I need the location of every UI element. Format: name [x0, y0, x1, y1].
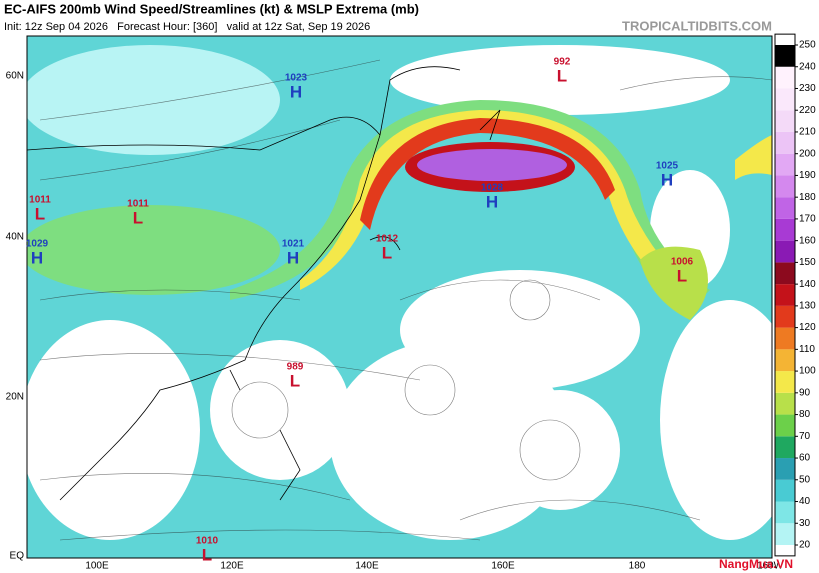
pressure-value: 1006: [671, 257, 694, 268]
colorbar-band: [775, 392, 795, 415]
colorbar-band: [775, 501, 795, 524]
pressure-center: H: [661, 170, 673, 189]
pressure-center: L: [35, 204, 45, 223]
colorbar-band: [775, 545, 795, 556]
colorbar-band: [775, 66, 795, 89]
pressure-value: 1012: [376, 234, 399, 245]
colorbar-label: 170: [799, 214, 816, 225]
colorbar-band: [775, 131, 795, 154]
colorbar-label: 20: [799, 540, 811, 551]
lon-label: 120E: [220, 561, 244, 572]
colorbar-label: 220: [799, 105, 816, 116]
subtitle: Init: 12z Sep 04 2026 Forecast Hour: [36…: [4, 21, 370, 33]
colorbar-label: 50: [799, 474, 811, 485]
colorbar-band: [775, 45, 795, 67]
colorbar-band: [775, 523, 795, 545]
lat-label: 20N: [6, 392, 24, 403]
pressure-value: 1011: [29, 195, 51, 206]
colorbar-band: [775, 110, 795, 132]
colorbar-label: 180: [799, 192, 816, 203]
colorbar-band: [775, 284, 795, 306]
colorbar-label: 110: [799, 344, 815, 355]
lon-label: 180: [629, 561, 646, 572]
pressure-center: L: [202, 545, 212, 564]
colorbar-label: 40: [799, 496, 811, 507]
lat-label: 40N: [6, 232, 24, 243]
pressure-value: 1011: [127, 199, 149, 210]
colorbar-label: 90: [799, 387, 811, 398]
pressure-center: H: [287, 248, 299, 267]
colorbar-band: [775, 349, 795, 372]
colorbar-band: [775, 88, 795, 111]
pressure-center: L: [290, 371, 300, 390]
colorbar-band: [775, 240, 795, 263]
colorbar-band: [775, 371, 795, 393]
colorbar-label: 140: [799, 279, 816, 290]
pressure-value: 1010: [196, 536, 219, 547]
colorbar-label: 80: [799, 409, 811, 420]
pressure-center: L: [557, 66, 567, 85]
pressure-center: H: [31, 248, 43, 267]
colorbar-label: 210: [799, 127, 816, 138]
pressure-value: 1029: [26, 239, 49, 250]
title: EC-AIFS 200mb Wind Speed/Streamlines (kt…: [4, 1, 419, 16]
colorbar-label: 250: [799, 40, 816, 51]
colorbar-label: 120: [799, 322, 816, 333]
colorbar-label: 150: [799, 257, 816, 268]
pressure-value: 1028: [481, 183, 504, 194]
pressure-value: 1025: [656, 161, 679, 172]
colorbar-label: 130: [799, 301, 816, 312]
lon-label: 160E: [491, 561, 515, 572]
colorbar-band: [775, 305, 795, 328]
pressure-center: H: [290, 82, 302, 101]
colorbar-label: 100: [799, 366, 816, 377]
colorbar-band: [775, 153, 795, 176]
colorbar-band: [775, 479, 795, 502]
colorbar-label: 230: [799, 83, 816, 94]
pressure-value: 992: [554, 57, 571, 68]
colorbar-band: [775, 218, 795, 241]
lon-label: 160W: [757, 561, 784, 572]
colorbar-label: 70: [799, 431, 811, 442]
map-background: [26, 35, 773, 559]
colorbar-band: [775, 327, 795, 350]
colorbar-frame: [774, 33, 796, 557]
colorbar-label: 200: [799, 148, 816, 159]
pressure-value: 1021: [282, 239, 305, 250]
colorbar-label: 160: [799, 235, 816, 246]
colorbar-band: [775, 414, 795, 437]
watermark: NangMua.VN: [719, 557, 793, 571]
colorbar-band: [775, 436, 795, 459]
pressure-center: L: [133, 208, 143, 227]
colorbar-label: 190: [799, 170, 816, 181]
colorbar-band: [775, 175, 795, 198]
colorbar-band: [775, 262, 795, 285]
lat-label: 60N: [6, 71, 24, 82]
colorbar-label: 30: [799, 518, 811, 529]
pressure-value: 989: [287, 362, 304, 373]
colorbar-band: [775, 197, 795, 219]
site-name: TROPICALTIDBITS.COM: [622, 18, 772, 33]
lat-label: EQ: [10, 551, 25, 562]
lon-label: 140E: [355, 561, 379, 572]
pressure-value: 1023: [285, 73, 308, 84]
lon-label: 100E: [85, 561, 109, 572]
colorbar-band: [775, 458, 795, 480]
colorbar-label: 60: [799, 453, 811, 464]
pressure-center: L: [677, 266, 687, 285]
pressure-center: H: [486, 192, 498, 211]
pressure-center: L: [382, 243, 392, 262]
colorbar-label: 240: [799, 61, 816, 72]
